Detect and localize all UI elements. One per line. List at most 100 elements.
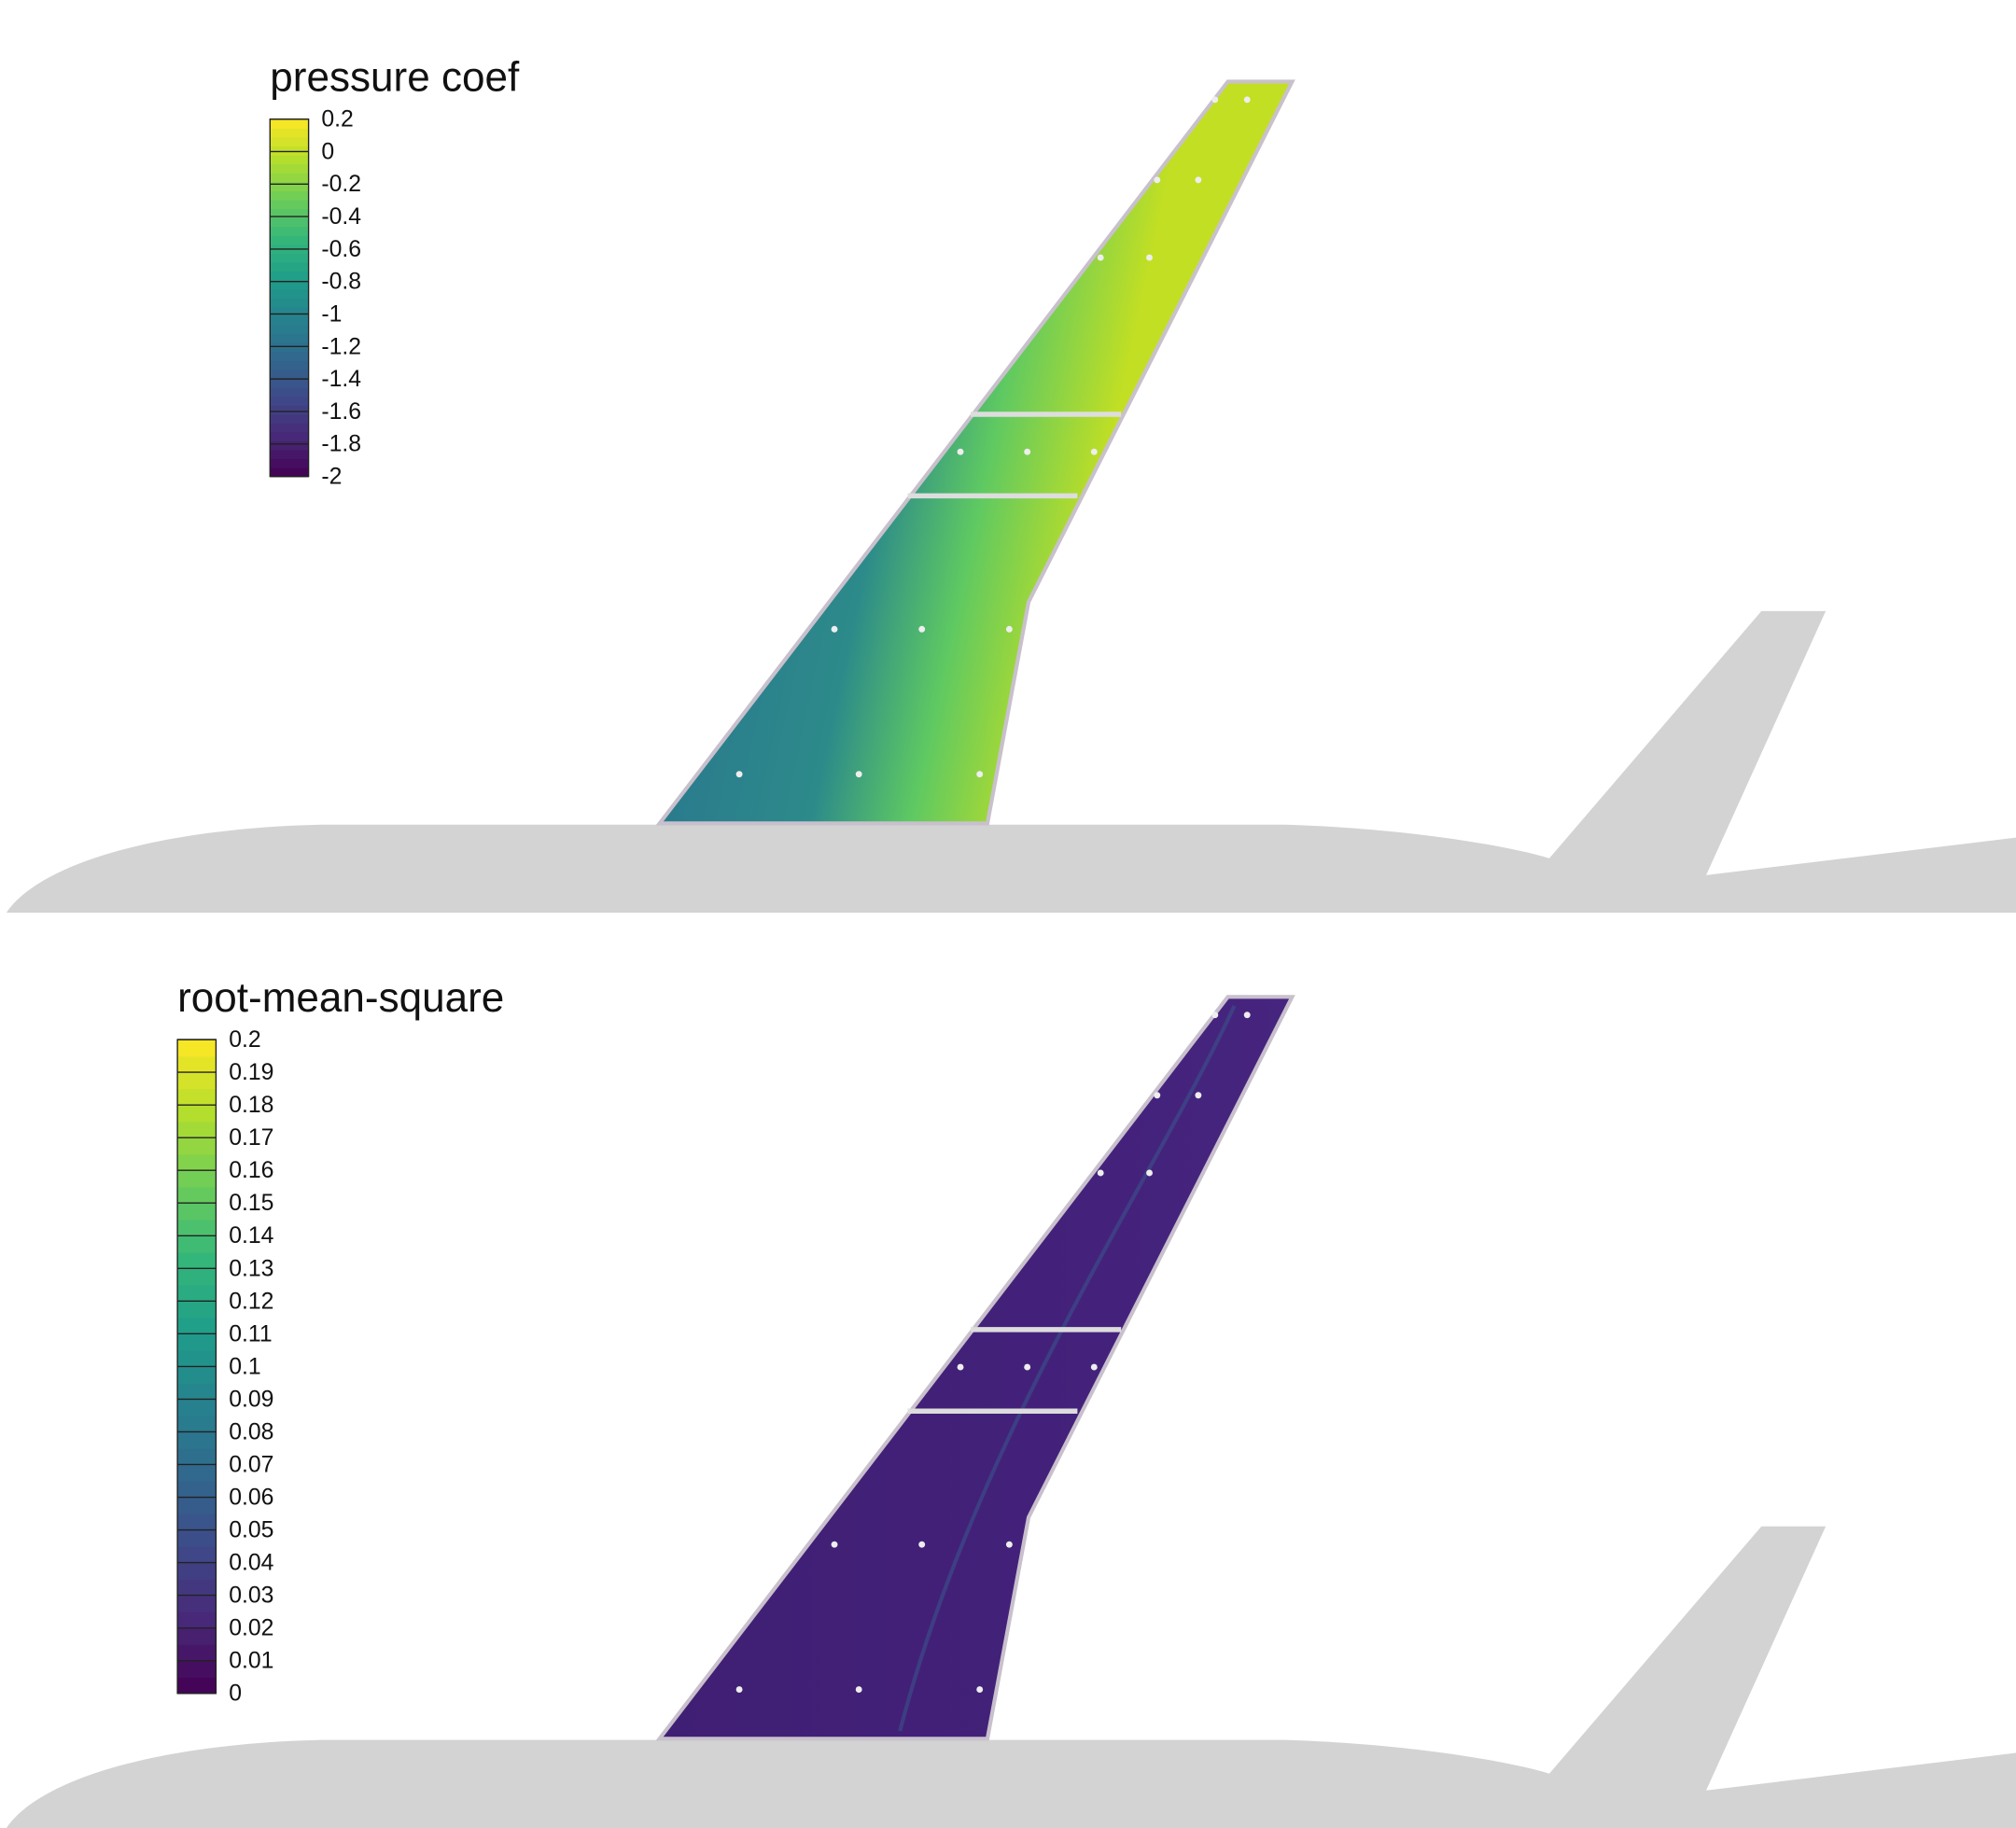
colorbar-band <box>270 342 309 353</box>
colorbar-band <box>270 216 309 228</box>
pressure-tap <box>1024 448 1031 455</box>
tick-label: 0.16 <box>229 1157 273 1183</box>
pressure-tap <box>1211 1012 1219 1019</box>
tick-label: 0.02 <box>229 1615 273 1641</box>
colorbar-band <box>270 306 309 316</box>
tick-label: 0 <box>321 138 334 164</box>
colorbar-band <box>270 413 309 424</box>
colorbar-band <box>177 1333 217 1351</box>
colorbar-band <box>177 1349 217 1368</box>
colorbar-band <box>270 360 309 370</box>
tick-label: -1.4 <box>321 366 361 392</box>
colorbar-band <box>177 1612 217 1629</box>
tick-label: 0.08 <box>229 1418 273 1444</box>
tick-label: 0.1 <box>229 1353 260 1379</box>
colorbar-band <box>177 1055 217 1073</box>
tick-label: 0.04 <box>229 1549 273 1575</box>
colorbar-band <box>270 467 309 478</box>
tick-label: 0.15 <box>229 1190 273 1216</box>
colorbar-band <box>177 1595 217 1612</box>
colorbar-band <box>270 369 309 379</box>
tick-label: 0.19 <box>229 1059 273 1085</box>
tick-label: -0.4 <box>321 203 361 230</box>
colorbar-band <box>177 1431 217 1449</box>
colorbar-band <box>177 1562 217 1580</box>
tick-label: -1.8 <box>321 431 361 457</box>
pressure-tap <box>1146 1169 1153 1177</box>
colorbar-band <box>270 315 309 326</box>
colorbar-band <box>270 208 309 218</box>
colorbar-band <box>270 226 309 236</box>
pressure-tap <box>1211 96 1219 104</box>
colorbar-band <box>270 173 309 183</box>
tick-label: 0.18 <box>229 1092 273 1118</box>
colorbar-band <box>270 404 309 415</box>
colorbar-band <box>177 1481 217 1499</box>
pressure-tap <box>1195 1092 1202 1099</box>
tick-label: 0.13 <box>229 1255 273 1281</box>
pressure-tap <box>1090 1363 1098 1371</box>
pressure-tap <box>976 1686 984 1694</box>
pressure-tap <box>1024 1363 1031 1371</box>
wing-surface <box>655 79 1295 826</box>
colorbar-band <box>177 1660 217 1678</box>
tick-label: -2 <box>321 463 342 489</box>
tick-label: 0.01 <box>229 1648 273 1674</box>
pressure-tap <box>957 1363 964 1371</box>
colorbar-band <box>270 423 309 433</box>
pressure-tap <box>1005 625 1013 633</box>
tick-label: 0 <box>229 1681 242 1707</box>
colorbar-band <box>177 1284 217 1303</box>
tick-label: 0.12 <box>229 1288 273 1314</box>
tick-label: -1.2 <box>321 333 361 359</box>
tick-label: -1.6 <box>321 398 361 425</box>
colorbar-band <box>177 1514 217 1531</box>
pressure-tap <box>1154 1092 1161 1099</box>
colorbar-band <box>177 1317 217 1335</box>
tick-label: 0.11 <box>229 1320 272 1347</box>
pressure-tap <box>735 771 743 778</box>
tick-label: 0.14 <box>229 1222 273 1249</box>
colorbar-band <box>177 1579 217 1597</box>
colorbar-band <box>177 1529 217 1547</box>
colorbar-band <box>177 1627 217 1645</box>
colorbar-band <box>270 119 309 129</box>
colorbar-band <box>270 136 309 147</box>
pressure-tap <box>1097 254 1104 261</box>
tick-label: 0.2 <box>321 106 353 133</box>
colorbar-band <box>270 146 309 156</box>
colorbar-band <box>177 1644 217 1662</box>
colorbar-band <box>177 1088 217 1106</box>
colorbar-band <box>270 333 309 343</box>
tick-label: 0.2 <box>229 1026 260 1053</box>
colorbar-band <box>177 1268 217 1286</box>
colorbar-title: pressure coef <box>270 55 520 101</box>
colorbar-band <box>270 253 309 263</box>
fuselage <box>6 1526 2016 1828</box>
tick-label: -0.8 <box>321 269 361 295</box>
colorbar-band <box>270 288 309 299</box>
colorbar-band <box>177 1219 217 1236</box>
colorbar-band <box>270 324 309 335</box>
pressure-tap <box>918 1541 926 1548</box>
colorbar-band <box>270 199 309 210</box>
colorbar-band <box>177 1382 217 1401</box>
panel <box>6 995 2016 1828</box>
pressure-tap <box>1090 448 1098 455</box>
tick-label: 0.05 <box>229 1516 273 1542</box>
pressure-tap <box>976 771 984 778</box>
pressure-tap <box>855 771 862 778</box>
panel <box>6 79 2016 914</box>
pressure-tap <box>831 625 838 633</box>
colorbar-band <box>270 154 309 165</box>
colorbar-band <box>177 1186 217 1204</box>
colorbar-band <box>270 128 309 138</box>
colorbar-band <box>177 1235 217 1253</box>
tick-label: 0.17 <box>229 1124 273 1151</box>
colorbar-band <box>177 1415 217 1433</box>
colorbar-band <box>177 1105 217 1123</box>
colorbar-band <box>177 1121 217 1138</box>
pressure-tap <box>735 1686 743 1694</box>
wing-surface <box>655 995 1295 1741</box>
